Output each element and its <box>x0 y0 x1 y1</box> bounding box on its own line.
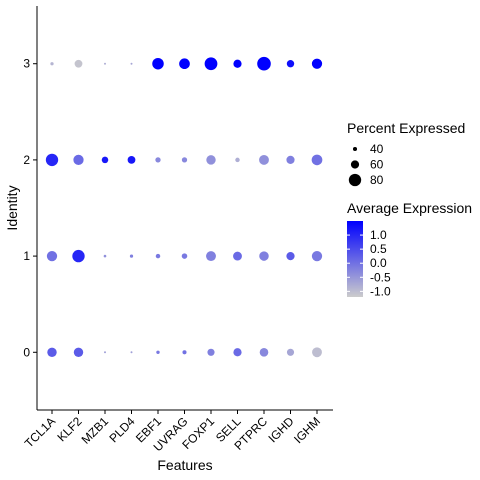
legend-size-label: 80 <box>370 173 384 187</box>
dot-pld4-3 <box>130 62 133 65</box>
dot-ebf1-3 <box>152 57 164 70</box>
dot-ighd-1 <box>286 251 295 261</box>
dot-sell-2 <box>235 157 240 163</box>
legend-average-expression: Average Expression 1.00.50.0-0.5-1.0 <box>347 200 472 298</box>
dot-sell-3 <box>233 59 242 68</box>
dot-ptprc-2 <box>259 154 269 165</box>
legend-size-label: 60 <box>370 158 384 172</box>
dot-ighd-3 <box>286 60 295 68</box>
legend-size-label: 40 <box>370 142 384 156</box>
dot-pld4-2 <box>127 156 136 164</box>
dot-ighm-0 <box>312 347 322 358</box>
y-tick-label: 0 <box>23 345 30 359</box>
y-tick-label: 1 <box>23 249 30 263</box>
dot-tcl1a-1 <box>46 250 58 262</box>
legend-color-label: 0.0 <box>370 256 387 270</box>
dot-mzb1-0 <box>104 351 106 354</box>
x-tick-label: TCL1A <box>22 414 58 450</box>
legend-color-label: -0.5 <box>370 270 391 284</box>
dot-foxp1-3 <box>204 57 218 71</box>
legend-color-label: -1.0 <box>370 284 391 298</box>
dot-klf2-0 <box>73 347 84 358</box>
dot-ebf1-2 <box>155 157 161 163</box>
dot-pld4-0 <box>130 351 133 354</box>
dot-mzb1-3 <box>104 62 106 65</box>
plot-panel <box>36 6 333 411</box>
dot-uvrag-3 <box>179 58 190 70</box>
dot-ighm-1 <box>311 250 323 262</box>
dot-mzb1-1 <box>103 254 107 258</box>
dot-klf2-3 <box>74 59 83 68</box>
dot-ighd-2 <box>286 155 295 165</box>
dot-sell-0 <box>233 348 242 357</box>
y-axis-title: Identity <box>4 185 20 230</box>
dot-tcl1a-2 <box>45 153 59 167</box>
dot-foxp1-0 <box>207 348 215 356</box>
dot-ptprc-1 <box>259 251 269 261</box>
color-scale-bar <box>347 221 363 297</box>
legend-size-dot <box>350 160 360 169</box>
dot-ighm-2 <box>311 154 323 166</box>
dot-klf2-1 <box>72 249 85 263</box>
dot-ebf1-1 <box>155 253 161 259</box>
legend-size-dot <box>348 173 362 187</box>
legend-size-title: Percent Expressed <box>347 120 465 136</box>
dot-tcl1a-3 <box>50 62 54 66</box>
y-axis-ticks: 0 1 2 3 <box>23 57 37 359</box>
legend-color-title: Average Expression <box>347 200 472 216</box>
dot-mzb1-2 <box>101 156 109 164</box>
dot-tcl1a-0 <box>47 347 57 358</box>
x-tick-label: MZB1 <box>79 414 112 447</box>
dot-uvrag-0 <box>182 350 187 355</box>
dot-klf2-2 <box>73 154 84 166</box>
x-tick-label: PLD4 <box>106 414 137 445</box>
dot-ighm-3 <box>311 58 323 69</box>
x-tick-label: IGHM <box>291 414 323 446</box>
dot-ptprc-0 <box>259 347 269 357</box>
dot-uvrag-2 <box>181 157 188 163</box>
legend-color-label: 0.5 <box>370 242 387 256</box>
dot-ptprc-3 <box>257 56 271 71</box>
dot-foxp1-1 <box>206 251 216 262</box>
dot-uvrag-1 <box>181 253 188 259</box>
dot-ighd-0 <box>286 348 295 356</box>
dot-ebf1-0 <box>156 350 160 355</box>
dot-pld4-1 <box>129 254 134 258</box>
legend-size-dot <box>352 146 358 152</box>
y-tick-label: 3 <box>23 57 30 71</box>
x-axis-title: Features <box>157 457 212 473</box>
dot-foxp1-2 <box>206 155 216 165</box>
x-tick-label: IGHD <box>266 414 297 445</box>
legend-color-label: 1.0 <box>370 228 387 242</box>
y-tick-label: 2 <box>23 153 30 167</box>
dot-sell-1 <box>233 251 242 261</box>
x-axis-ticks: TCL1AKLF2MZB1PLD4EBF1UVRAGFOXP1SELLPTPRC… <box>22 410 323 454</box>
